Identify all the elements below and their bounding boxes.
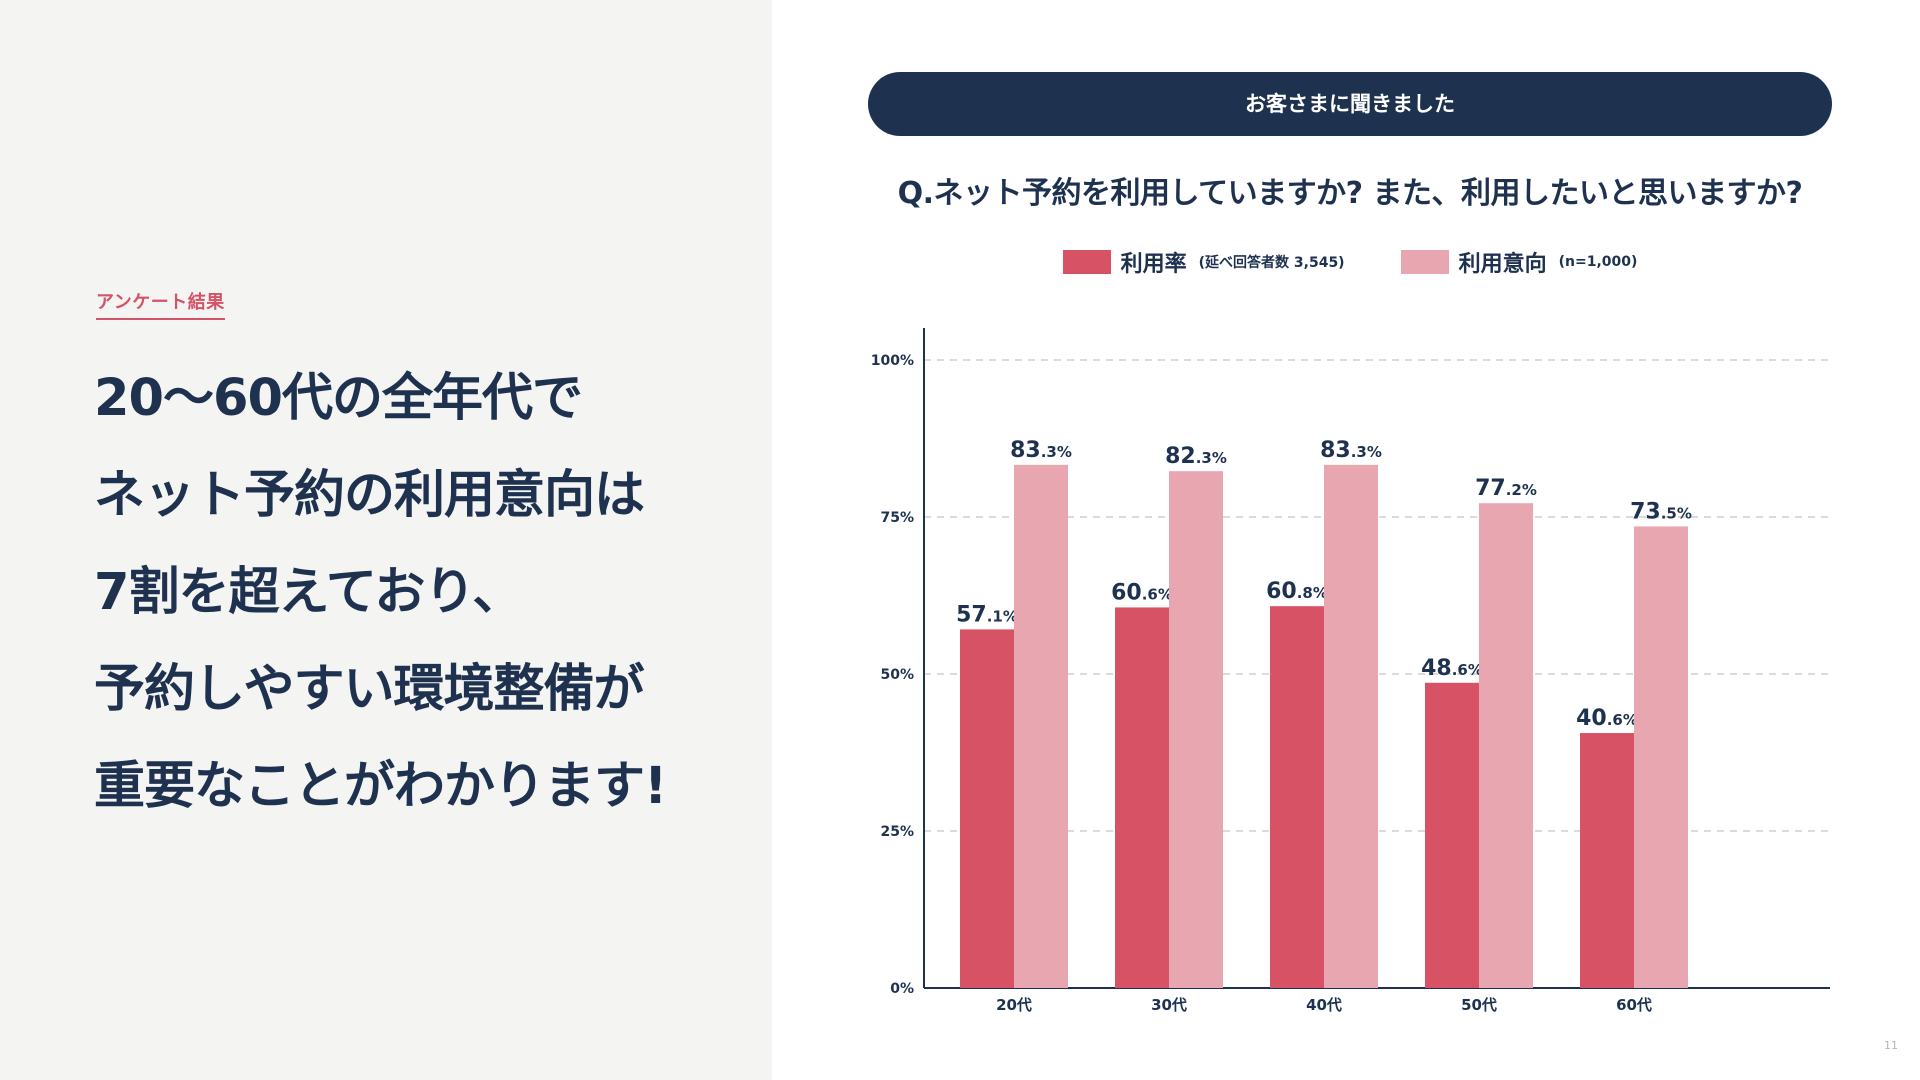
bar-chart: 0% 25% 50% 75% 100% 57.1% 83.3% 20代 60.6% 82.3% 30… bbox=[871, 328, 1830, 1014]
data-label: 83.3% bbox=[1320, 438, 1382, 463]
legend-swatch-usage-rate bbox=[1062, 250, 1111, 274]
headline-line: 予約しやすい環境整備が bbox=[94, 660, 645, 719]
y-tick-label: 50% bbox=[880, 667, 914, 683]
data-label: 83.3% bbox=[1010, 438, 1072, 463]
page-number: 11 bbox=[1884, 1039, 1898, 1052]
data-label: 48.6% bbox=[1421, 656, 1483, 681]
bar bbox=[1425, 682, 1479, 988]
survey-banner: お客さまに聞きました bbox=[868, 72, 1832, 136]
data-label: 73.5% bbox=[1630, 499, 1692, 524]
y-tick-label: 0% bbox=[890, 981, 914, 997]
bar bbox=[1580, 733, 1634, 988]
section-tag: アンケート結果 bbox=[96, 288, 225, 320]
data-label: 82.3% bbox=[1165, 444, 1227, 469]
bar bbox=[1014, 464, 1068, 989]
x-tick-label: 50代 bbox=[1461, 996, 1497, 1014]
x-tick-label: 30代 bbox=[1151, 996, 1187, 1014]
legend-label: 利用意向 bbox=[1458, 252, 1547, 277]
bar bbox=[1479, 503, 1533, 988]
bar bbox=[1169, 471, 1223, 988]
survey-question: Q.ネット予約を利用していますか? また、利用したいと思いますか? bbox=[897, 176, 1803, 211]
legend-swatch-usage-intent bbox=[1400, 250, 1449, 274]
legend-item-usage-intent: 利用意向 (n=1,000) bbox=[1400, 246, 1638, 278]
data-label: 60.6% bbox=[1111, 580, 1173, 605]
y-tick-label: 100% bbox=[871, 353, 914, 369]
legend-note: (n=1,000) bbox=[1558, 254, 1638, 270]
left-panel: アンケート結果 20〜60代の全年代で ネット予約の利用意向は 7割を超えており… bbox=[0, 0, 772, 1080]
x-tick-label: 20代 bbox=[996, 996, 1032, 1014]
headline-line: 重要なことがわかります! bbox=[94, 757, 667, 816]
legend-label: 利用率 bbox=[1120, 252, 1187, 277]
data-label: 77.2% bbox=[1475, 476, 1537, 501]
data-label: 40.6% bbox=[1576, 706, 1638, 731]
bar bbox=[1324, 464, 1378, 989]
y-tick-label: 25% bbox=[880, 824, 914, 840]
bar bbox=[1270, 606, 1324, 988]
headline-line: 7割を超えており、 bbox=[94, 563, 523, 622]
legend-note: (延べ回答者数 3,545) bbox=[1198, 255, 1345, 271]
legend-item-usage-rate: 利用率 (延べ回答者数 3,545) bbox=[1062, 246, 1345, 278]
data-label: 60.8% bbox=[1266, 579, 1328, 604]
chart-legend: 利用率 (延べ回答者数 3,545) 利用意向 (n=1,000) bbox=[868, 246, 1832, 278]
bar bbox=[960, 629, 1014, 988]
headline: 20〜60代の全年代で ネット予約の利用意向は 7割を超えており、 予約しやすい… bbox=[94, 350, 754, 835]
headline-line: ネット予約の利用意向は bbox=[94, 466, 645, 525]
bar bbox=[1115, 607, 1169, 988]
y-tick-label: 75% bbox=[880, 510, 914, 526]
data-label: 57.1% bbox=[956, 602, 1018, 627]
bar bbox=[1634, 526, 1688, 988]
x-tick-label: 40代 bbox=[1306, 996, 1342, 1014]
x-tick-label: 60代 bbox=[1616, 996, 1652, 1014]
headline-line: 20〜60代の全年代で bbox=[94, 369, 583, 428]
